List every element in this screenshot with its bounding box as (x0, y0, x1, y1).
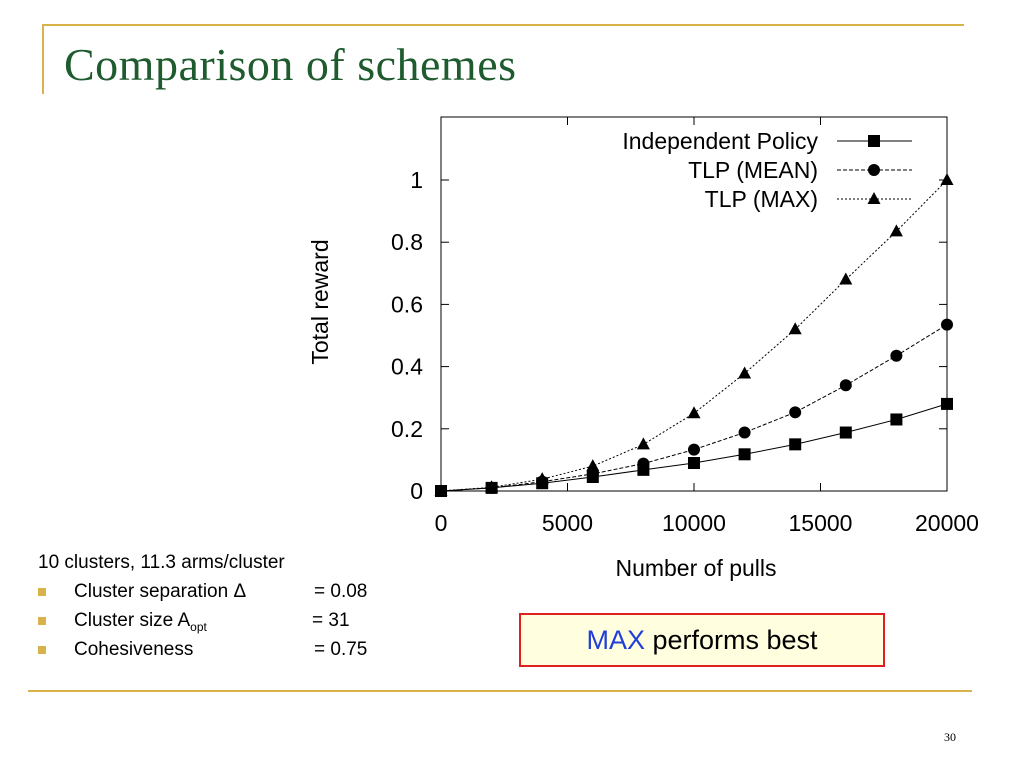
data-point-triangle (535, 472, 549, 485)
data-point-triangle (889, 224, 903, 237)
data-point-triangle (636, 437, 650, 450)
data-point-circle (839, 379, 852, 392)
info-item-separation: Cluster separation Δ = 0.08 (38, 577, 367, 606)
legend-label: Independent Policy (622, 128, 818, 154)
legend-label: TLP (MEAN) (688, 157, 818, 183)
legend-marker-square (868, 135, 880, 147)
data-point-square (789, 438, 802, 451)
info-item-label: Cluster size Aopt (74, 606, 207, 642)
data-point-square (941, 397, 953, 410)
result-callout: MAX performs best (519, 613, 885, 667)
info-item-size: Cluster size Aopt = 31 (38, 606, 350, 635)
y-tick-label: 1 (410, 167, 423, 193)
footer-rule (28, 690, 972, 692)
y-tick-label: 0 (410, 478, 423, 504)
y-axis-label: Total reward (307, 239, 333, 364)
data-point-triangle (940, 173, 954, 185)
data-point-triangle (687, 406, 701, 419)
info-item-value: = 0.75 (314, 639, 368, 660)
info-heading: 10 clusters, 11.3 arms/cluster (38, 552, 285, 573)
x-tick-label: 10000 (662, 510, 726, 536)
data-point-square (839, 426, 852, 439)
legend-label: TLP (MAX) (705, 186, 818, 212)
info-item-label-text: Cluster size A (74, 610, 191, 631)
info-item-subscript: opt (190, 619, 207, 634)
callout-highlight: MAX (586, 625, 645, 655)
legend-marker-triangle (867, 192, 881, 204)
y-tick-label: 0.2 (391, 416, 423, 442)
info-item-label: Cluster separation Δ (74, 581, 247, 602)
info-item-cohesiveness: Cohesiveness = 0.75 (38, 635, 367, 664)
legend-marker-circle (868, 164, 880, 176)
data-point-triangle (788, 322, 802, 335)
y-tick-label: 0.8 (391, 229, 423, 255)
data-point-circle (637, 457, 650, 470)
y-tick-label: 0.4 (391, 354, 423, 380)
title-rule-vertical (42, 24, 44, 94)
data-point-circle (789, 406, 802, 419)
chart-root: 0 5000 10000 15000 20000 0 0.2 0.4 0.6 0.8 1 Number… (307, 116, 979, 581)
data-point-square (688, 457, 700, 470)
data-point-triangle (586, 459, 600, 472)
experiment-info: 10 clusters, 11.3 arms/cluster Cluster s… (38, 548, 367, 664)
title-rule-top (42, 24, 964, 26)
callout-text: performs best (644, 625, 818, 655)
info-item-label: Cohesiveness (74, 639, 194, 660)
slide-title: Comparison of schemes (64, 39, 517, 90)
data-point-circle (738, 426, 751, 439)
data-point-triangle (839, 272, 853, 285)
data-point-triangle (485, 480, 499, 493)
data-point-triangle (738, 366, 752, 379)
data-point-circle (890, 349, 903, 362)
x-tick-label: 15000 (789, 510, 853, 536)
square-bullet-icon (38, 617, 46, 625)
info-item-value: = 31 (312, 610, 350, 631)
x-tick-label: 5000 (542, 510, 593, 536)
data-point-square (738, 448, 751, 461)
data-point-triangle (434, 484, 448, 496)
data-point-square (890, 413, 903, 426)
info-heading-row: 10 clusters, 11.3 arms/cluster (38, 548, 285, 577)
reward-line-chart: 0 5000 10000 15000 20000 0 0.2 0.4 0.6 0.8 1 Number… (307, 116, 979, 581)
square-bullet-icon (38, 588, 46, 596)
x-tick-label: 0 (435, 510, 448, 536)
x-axis-label: Number of pulls (615, 555, 776, 581)
y-tick-label: 0.6 (391, 291, 423, 317)
info-item-value: = 0.08 (314, 581, 368, 602)
page-number: 30 (944, 730, 956, 744)
x-tick-label: 20000 (915, 510, 979, 536)
series-line-circle (440, 324, 948, 492)
data-point-circle (688, 443, 700, 456)
data-point-circle (941, 318, 953, 331)
square-bullet-icon (38, 646, 46, 654)
